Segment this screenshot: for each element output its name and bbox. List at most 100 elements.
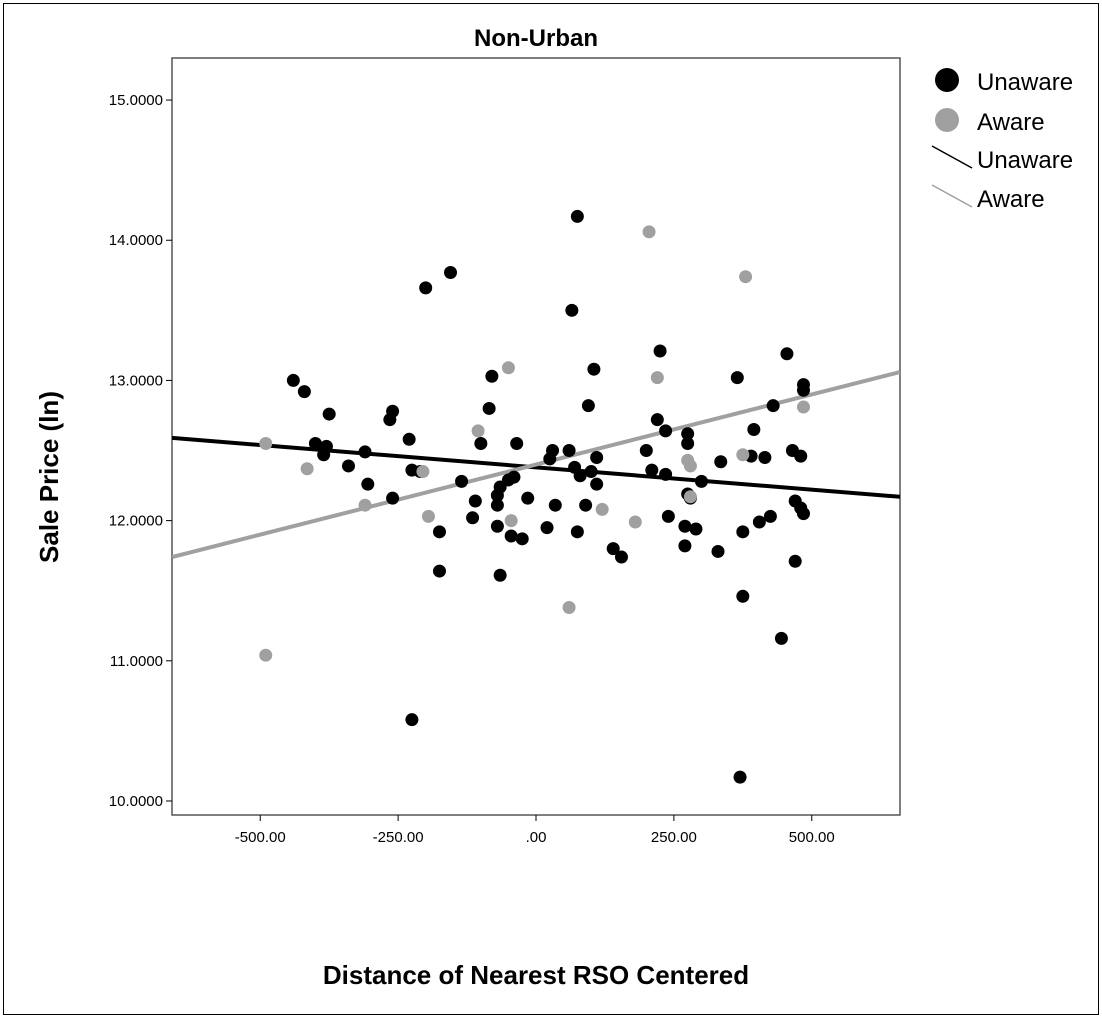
point-aware <box>683 490 697 504</box>
point-unaware <box>590 477 604 491</box>
point-unaware <box>694 474 708 488</box>
point-unaware <box>590 451 604 465</box>
point-unaware <box>681 437 695 451</box>
x-tick-label: .00 <box>526 829 547 846</box>
data-points <box>259 209 810 784</box>
point-unaware <box>493 568 507 582</box>
point-unaware <box>678 519 692 533</box>
legend-marker-aware <box>935 108 959 132</box>
point-unaware <box>490 519 504 533</box>
point-unaware <box>308 437 322 451</box>
point-unaware <box>444 265 458 279</box>
point-unaware <box>546 444 560 458</box>
point-unaware <box>490 498 504 512</box>
point-unaware <box>714 455 728 469</box>
point-unaware <box>432 525 446 539</box>
point-unaware <box>297 385 311 399</box>
point-unaware <box>661 509 675 523</box>
point-unaware <box>419 281 433 295</box>
legend-label: Unaware <box>977 69 1073 96</box>
point-aware <box>642 225 656 239</box>
point-aware <box>471 424 485 438</box>
point-aware <box>650 371 664 385</box>
point-unaware <box>474 437 488 451</box>
point-unaware <box>711 544 725 558</box>
x-tick-label: -250.00 <box>373 829 424 846</box>
point-unaware <box>286 373 300 387</box>
point-aware <box>683 459 697 473</box>
point-aware <box>739 270 753 284</box>
point-unaware <box>730 371 744 385</box>
point-unaware <box>678 539 692 553</box>
point-unaware <box>504 529 518 543</box>
point-aware <box>736 448 750 462</box>
point-unaware <box>650 413 664 427</box>
point-unaware <box>570 209 584 223</box>
point-aware <box>358 498 372 512</box>
point-unaware <box>322 407 336 421</box>
point-unaware <box>565 303 579 317</box>
point-aware <box>595 502 609 516</box>
point-unaware <box>402 432 416 446</box>
point-unaware <box>736 525 750 539</box>
point-unaware <box>386 491 400 505</box>
point-unaware <box>341 459 355 473</box>
y-tick-label: 15.0000 <box>109 92 163 109</box>
point-unaware <box>796 507 810 521</box>
point-aware <box>421 509 435 523</box>
point-unaware <box>432 564 446 578</box>
x-tick-label: -500.00 <box>235 829 286 846</box>
point-unaware <box>794 449 808 463</box>
point-unaware <box>645 463 659 477</box>
y-axis: 10.0000 11.0000 12.0000 13.0000 14.0000 15.00… <box>109 92 172 810</box>
point-aware <box>562 601 576 615</box>
point-unaware <box>507 470 521 484</box>
point-unaware <box>639 444 653 458</box>
x-tick-label: 250.00 <box>651 829 697 846</box>
plot-area <box>171 57 901 816</box>
point-unaware <box>510 437 524 451</box>
legend-label: Unaware <box>977 147 1073 174</box>
point-unaware <box>614 550 628 564</box>
point-unaware <box>319 439 333 453</box>
point-unaware <box>570 525 584 539</box>
point-aware <box>796 400 810 414</box>
point-aware <box>628 515 642 529</box>
legend: Unaware Aware Unaware Aware <box>931 68 1073 213</box>
legend-line-unaware <box>931 145 973 169</box>
x-tick-label: 500.00 <box>789 829 835 846</box>
point-unaware <box>780 347 794 361</box>
chart-title: Non-Urban <box>474 25 598 52</box>
point-unaware <box>405 713 419 727</box>
point-unaware <box>573 469 587 483</box>
point-unaware <box>763 509 777 523</box>
y-tick-label: 12.0000 <box>109 513 163 530</box>
point-aware <box>300 462 314 476</box>
point-unaware <box>747 422 761 436</box>
point-unaware <box>653 344 667 358</box>
x-axis-label: Distance of Nearest RSO Centered <box>323 960 749 990</box>
point-unaware <box>584 465 598 479</box>
fit-line-unaware <box>172 435 900 499</box>
point-unaware <box>466 511 480 525</box>
y-tick-label: 14.0000 <box>109 232 163 249</box>
legend-label: Aware <box>977 109 1045 136</box>
point-unaware <box>579 498 593 512</box>
point-unaware <box>689 522 703 536</box>
chart-frame <box>3 3 1099 1015</box>
point-unaware <box>455 474 469 488</box>
point-unaware <box>774 631 788 645</box>
point-unaware <box>485 369 499 383</box>
point-aware <box>501 361 515 375</box>
point-unaware <box>758 451 772 465</box>
point-unaware <box>733 770 747 784</box>
x-axis: -500.00 -250.00 .00 250.00 500.00 <box>235 815 835 846</box>
point-unaware <box>468 494 482 508</box>
point-unaware <box>361 477 375 491</box>
y-tick-label: 11.0000 <box>110 653 163 670</box>
point-aware <box>259 648 273 662</box>
point-unaware <box>548 498 562 512</box>
point-unaware <box>681 427 695 441</box>
point-unaware <box>788 554 802 568</box>
point-aware <box>259 437 273 451</box>
